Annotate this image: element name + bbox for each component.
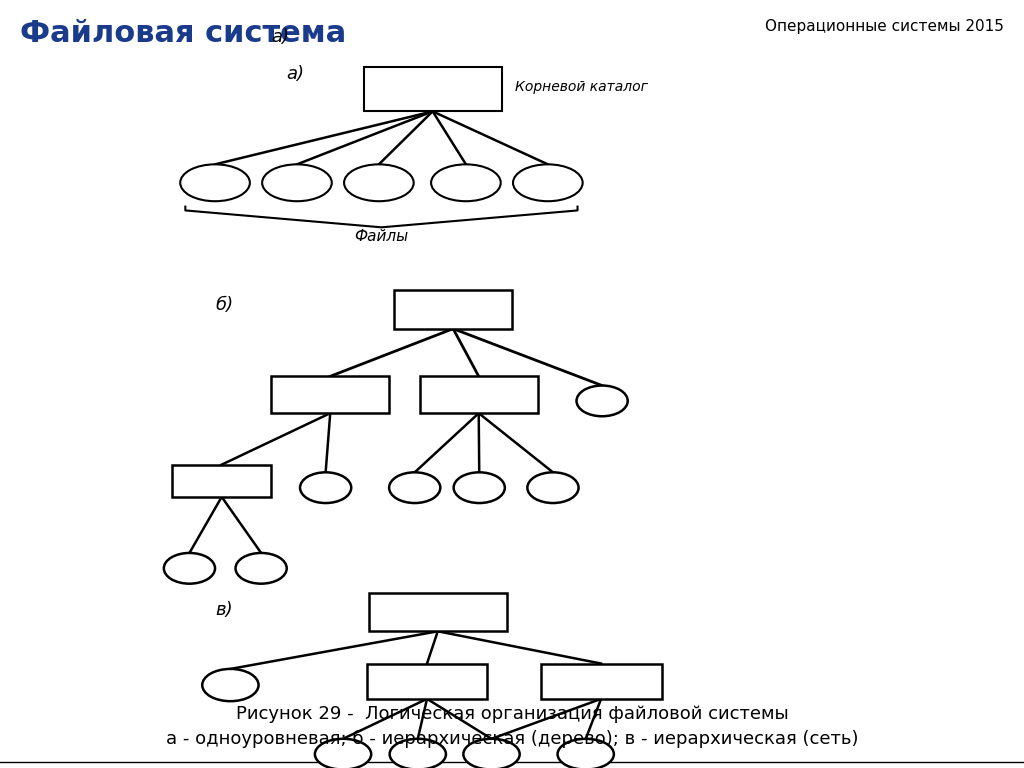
Ellipse shape [557,739,613,768]
Ellipse shape [315,739,372,768]
FancyBboxPatch shape [172,465,271,497]
Ellipse shape [344,164,414,201]
Ellipse shape [262,164,332,201]
FancyBboxPatch shape [271,376,389,413]
FancyBboxPatch shape [364,67,502,111]
Text: а): а) [287,65,305,83]
Text: а): а) [271,28,290,46]
Ellipse shape [454,472,505,503]
Text: а - одноуровневая; б - иерархическая (дерево); в - иерархическая (сеть): а - одноуровневая; б - иерархическая (де… [166,730,858,748]
FancyBboxPatch shape [369,593,507,631]
Text: Корневой каталог: Корневой каталог [514,80,647,94]
Text: Рисунок 29 -  Логическая организация файловой системы: Рисунок 29 - Логическая организация файл… [236,705,788,723]
Text: б): б) [215,296,233,313]
Ellipse shape [389,472,440,503]
Ellipse shape [577,386,628,416]
Text: Файловая система: Файловая система [20,19,347,48]
Ellipse shape [164,553,215,584]
Ellipse shape [180,164,250,201]
FancyBboxPatch shape [367,664,487,699]
Ellipse shape [389,739,446,768]
FancyBboxPatch shape [420,376,538,413]
Ellipse shape [203,669,258,701]
Ellipse shape [236,553,287,584]
Ellipse shape [300,472,351,503]
Text: Файлы: Файлы [354,229,409,244]
Text: Операционные системы 2015: Операционные системы 2015 [765,19,1004,35]
Ellipse shape [463,739,519,768]
Ellipse shape [431,164,501,201]
Ellipse shape [527,472,579,503]
Text: в): в) [215,601,232,618]
FancyBboxPatch shape [394,290,512,329]
Ellipse shape [513,164,583,201]
FancyBboxPatch shape [541,664,662,699]
